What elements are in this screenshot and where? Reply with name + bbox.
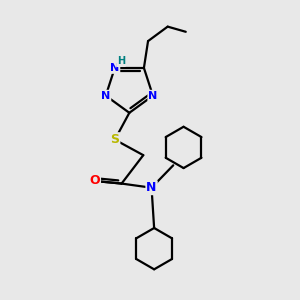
Text: N: N: [146, 181, 157, 194]
Text: H: H: [117, 56, 125, 66]
Text: N: N: [148, 91, 158, 101]
Text: S: S: [110, 133, 119, 146]
Text: N: N: [101, 91, 110, 101]
Text: O: O: [89, 175, 100, 188]
Text: N: N: [110, 63, 119, 73]
